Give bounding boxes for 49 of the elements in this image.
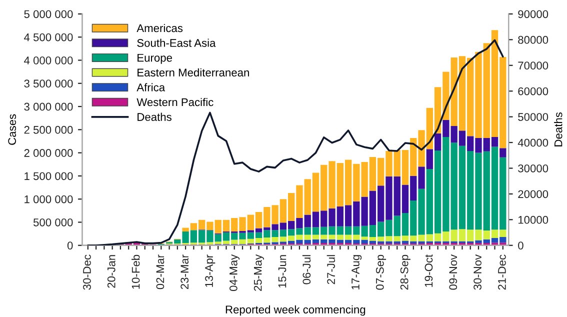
x-tick-label: 28-Sep <box>400 254 410 290</box>
x-axis-title: Reported week commencing <box>226 305 366 316</box>
y-tick-label: 4 500 000 <box>24 33 73 42</box>
y-axis-title: Cases <box>8 114 16 145</box>
y2-tick-label: 70000 <box>518 62 548 70</box>
legend-label: Europe <box>138 54 172 64</box>
y-tick-label: 3 000 000 <box>24 102 73 111</box>
y-tick-label: 0 <box>67 242 73 250</box>
legend-label: Eastern Mediterranean <box>138 68 249 77</box>
x-tick-label: 04-May <box>229 254 240 291</box>
x-tick-label: 30-Nov <box>474 254 482 290</box>
y2-tick-label: 50000 <box>518 113 548 121</box>
x-tick-label: 20-Jan <box>107 255 116 288</box>
y-tick-label: 2 000 000 <box>24 149 73 157</box>
x-tick-label: 06-Jul <box>302 255 311 284</box>
y-tick-label: 2 500 000 <box>24 126 73 134</box>
x-tick-label: 19-Oct <box>424 254 433 287</box>
x-tick-label: 02-Mar <box>156 254 164 290</box>
x-tick-label: 25-May <box>254 254 264 291</box>
legend-label: Americas <box>136 24 183 32</box>
y-tick-label: 1 500 000 <box>24 172 73 180</box>
y-tick-label: 5 000 000 <box>24 10 73 18</box>
y2-tick-label: 40000 <box>518 138 548 147</box>
x-tick-label: 13-Apr <box>205 254 216 287</box>
y-tick-label: 500 000 <box>33 218 73 226</box>
y2-axis-title: Deaths <box>554 112 562 146</box>
y-tick-label: 3 500 000 <box>24 80 73 88</box>
legend-label: Africa <box>136 83 166 92</box>
y2-tick-label: 20000 <box>518 190 548 198</box>
x-tick-label: 21-Dec <box>498 254 506 290</box>
x-tick-label: 17-Aug <box>352 255 362 290</box>
y2-tick-label: 30000 <box>518 164 548 172</box>
x-tick-label: 07-Sep <box>376 254 386 290</box>
y2-tick-label: 90000 <box>518 10 548 18</box>
x-tick-label: 27-Jul <box>326 255 336 284</box>
y2-tick-label: 10000 <box>518 216 548 224</box>
y-tick-label: 1 000 000 <box>24 195 73 204</box>
y2-tick-label: 0 <box>518 242 524 250</box>
y2-tick-label: 60000 <box>518 87 548 96</box>
x-tick-label: 15-Jun <box>278 255 286 288</box>
y-tick-label: 4 000 000 <box>24 56 73 64</box>
legend-label: South-East Asia <box>137 38 216 47</box>
x-tick-label: 30-Dec <box>83 254 91 290</box>
legend-label: Deaths <box>138 112 172 121</box>
legend-label: Western Pacific <box>136 98 214 106</box>
y2-tick-label: 80000 <box>518 36 548 44</box>
x-tick-label: 23-Mar <box>180 254 189 290</box>
x-tick-label: 09-Nov <box>449 254 458 290</box>
x-tick-label: 10-Feb <box>132 254 140 289</box>
